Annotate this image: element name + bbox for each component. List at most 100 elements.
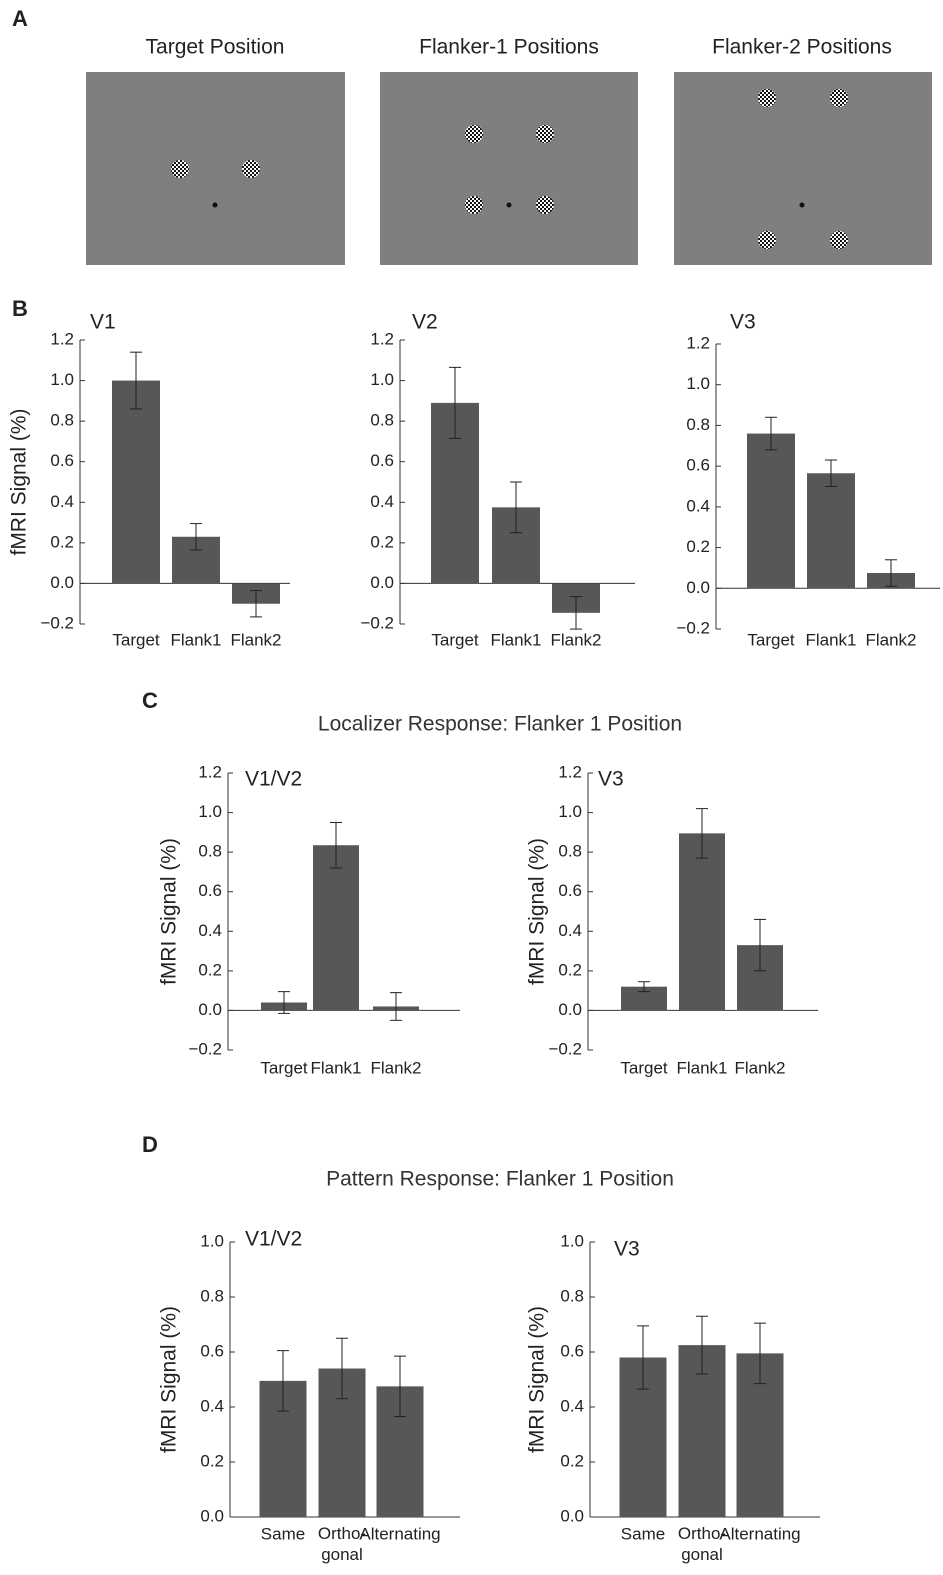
stimulus-title: Flanker-2 Positions: [712, 36, 892, 59]
chart-title: V1/V2: [245, 768, 302, 791]
bar: [313, 845, 359, 1011]
y-tick-label: 1.0: [198, 802, 222, 821]
y-tick-label: 0.8: [558, 842, 582, 861]
y-tick-label: 0.4: [686, 496, 710, 515]
y-tick-label: 0.6: [370, 451, 394, 470]
x-tick-label: Target: [620, 1058, 668, 1077]
y-tick-label: 0.6: [558, 881, 582, 900]
x-tick-label: Target: [747, 630, 795, 649]
y-tick-label: 0.6: [560, 1341, 584, 1360]
chart-title: V1: [90, 311, 116, 334]
y-tick-label: 0.0: [198, 1000, 222, 1019]
y-tick-label: 0.2: [560, 1451, 584, 1470]
panel-label: B: [12, 296, 28, 321]
y-tick-label: 1.2: [558, 762, 582, 781]
chart-title: V3: [598, 768, 624, 791]
y-tick-label: 0.8: [686, 415, 710, 434]
y-axis-label: fMRI Signal (%): [526, 838, 549, 985]
x-tick-label: Flank1: [676, 1058, 727, 1077]
x-tick-label: Alternating: [359, 1524, 440, 1543]
chart-title: V1/V2: [245, 1228, 302, 1251]
chart-title: V3: [730, 311, 756, 334]
y-tick-label: 0.2: [686, 537, 710, 556]
y-tick-label: 0.4: [50, 492, 74, 511]
bar: [747, 433, 795, 589]
y-tick-label: 0.6: [50, 451, 74, 470]
y-tick-label: 0.8: [370, 411, 394, 430]
y-tick-label: 0.4: [200, 1396, 224, 1415]
y-tick-label: 1.0: [560, 1231, 584, 1250]
y-tick-label: −0.2: [548, 1039, 582, 1058]
y-axis-label: fMRI Signal (%): [158, 1306, 181, 1453]
y-tick-label: 0.0: [560, 1506, 584, 1525]
x-tick-label: Same: [261, 1524, 305, 1543]
y-tick-label: 0.2: [200, 1451, 224, 1470]
y-tick-label: 0.8: [560, 1286, 584, 1305]
y-tick-label: 1.0: [200, 1231, 224, 1250]
panel-label: C: [142, 688, 158, 713]
y-axis-label: fMRI Signal (%): [8, 408, 31, 555]
x-tick-label: Flank1: [170, 630, 221, 649]
bar: [112, 380, 160, 584]
x-tick-label: Flank1: [805, 630, 856, 649]
y-tick-label: −0.2: [188, 1039, 222, 1058]
x-tick-label: Flank1: [490, 630, 541, 649]
y-tick-label: 1.0: [558, 802, 582, 821]
y-tick-label: 0.8: [198, 842, 222, 861]
x-tick-label: Flank2: [734, 1058, 785, 1077]
y-tick-label: 0.0: [558, 1000, 582, 1019]
x-tick-label: Flank1: [310, 1058, 361, 1077]
x-tick-label: Flank2: [865, 630, 916, 649]
stimulus: [674, 72, 932, 265]
x-tick-label: Flank2: [370, 1058, 421, 1077]
x-tick-label: Ortho-gonal: [678, 1524, 726, 1564]
y-tick-label: 1.0: [686, 374, 710, 393]
y-tick-label: 0.4: [198, 921, 222, 940]
x-tick-label: Target: [431, 630, 479, 649]
section-title: Localizer Response: Flanker 1 Position: [318, 713, 682, 736]
y-tick-label: 1.2: [50, 329, 74, 348]
bar: [679, 833, 725, 1011]
y-tick-label: 0.2: [198, 960, 222, 979]
chart-title: V2: [412, 311, 438, 334]
y-tick-label: 1.0: [50, 370, 74, 389]
y-axis-label: fMRI Signal (%): [158, 838, 181, 985]
stimulus: [380, 72, 638, 265]
y-tick-label: 0.2: [558, 960, 582, 979]
stimulus: [86, 72, 345, 265]
y-tick-label: 1.2: [686, 333, 710, 352]
y-axis-label: fMRI Signal (%): [526, 1306, 549, 1453]
y-tick-label: 0.4: [560, 1396, 584, 1415]
chart-title: V3: [614, 1238, 640, 1261]
x-tick-label: Flank2: [550, 630, 601, 649]
y-tick-label: 0.0: [50, 573, 74, 592]
y-tick-label: −0.2: [360, 613, 394, 632]
y-tick-label: 0.2: [50, 532, 74, 551]
stimulus-title: Flanker-1 Positions: [419, 36, 599, 59]
bar: [807, 473, 855, 589]
y-tick-label: −0.2: [676, 618, 710, 637]
x-tick-label: Flank2: [230, 630, 281, 649]
y-tick-label: 1.0: [370, 370, 394, 389]
x-tick-label: Ortho-gonal: [318, 1524, 366, 1564]
y-tick-label: 0.0: [686, 578, 710, 597]
y-tick-label: 0.4: [558, 921, 582, 940]
x-tick-label: Target: [260, 1058, 308, 1077]
y-tick-label: 0.8: [50, 411, 74, 430]
y-tick-label: 0.6: [198, 881, 222, 900]
y-tick-label: 1.2: [198, 762, 222, 781]
y-tick-label: 0.6: [686, 456, 710, 475]
y-tick-label: 0.2: [370, 532, 394, 551]
y-tick-label: 0.6: [200, 1341, 224, 1360]
y-tick-label: −0.2: [40, 613, 74, 632]
y-tick-label: 0.4: [370, 492, 394, 511]
panel-label: D: [142, 1132, 158, 1157]
panel-label: A: [12, 6, 28, 31]
y-tick-label: 0.0: [200, 1506, 224, 1525]
y-tick-label: 0.8: [200, 1286, 224, 1305]
x-tick-label: Target: [112, 630, 160, 649]
section-title: Pattern Response: Flanker 1 Position: [326, 1168, 674, 1191]
x-tick-label: Alternating: [719, 1524, 800, 1543]
bar: [621, 986, 667, 1011]
